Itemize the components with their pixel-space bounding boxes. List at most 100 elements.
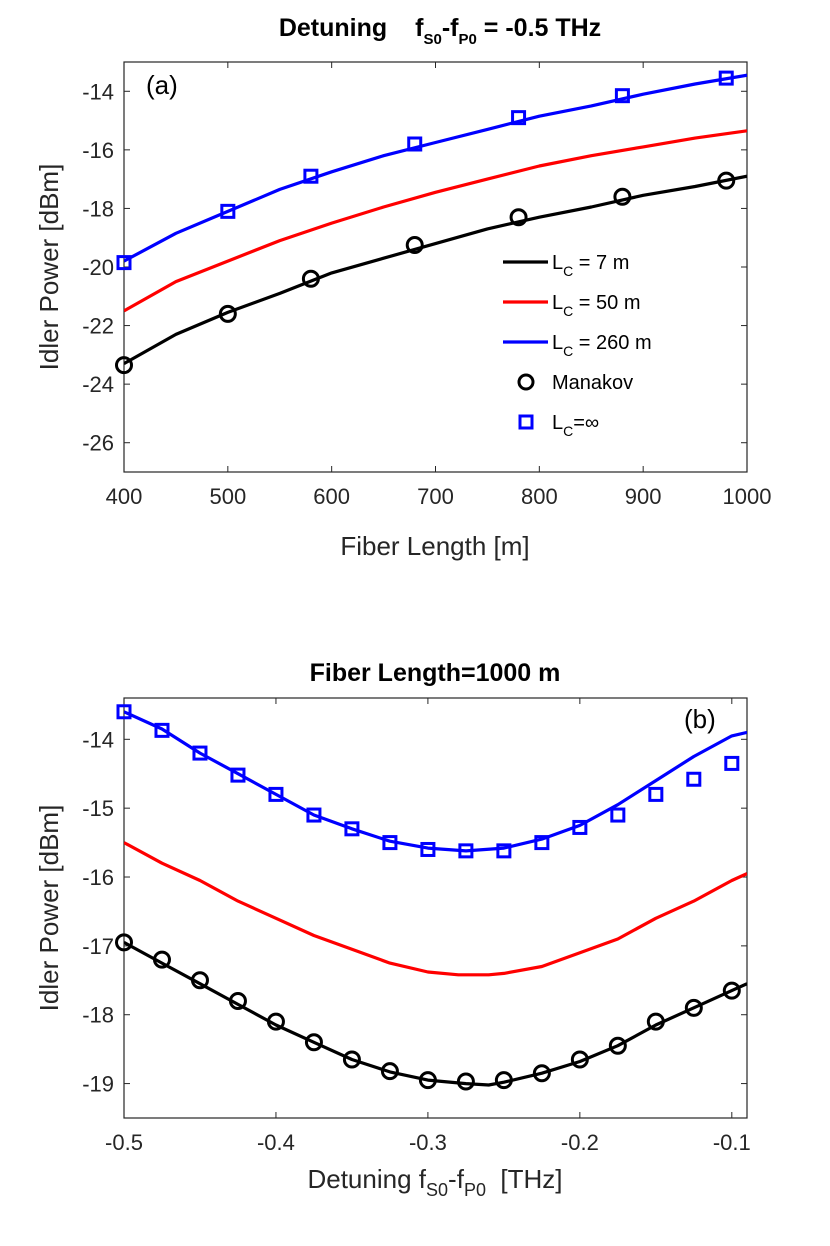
marker-circle-manakov — [301, 269, 320, 288]
legend-label-inf: LC=∞ — [552, 412, 599, 439]
marker-square-inf — [192, 745, 208, 761]
marker-square-inf — [610, 807, 626, 823]
series-line-50-m — [124, 129, 747, 313]
marker-square-inf — [458, 843, 474, 859]
x-tick-label: 900 — [625, 484, 662, 509]
panel-b-title: Fiber Length=1000 m — [310, 659, 561, 687]
panel-a-title: Detuning fS0-fP0 = -0.5 THz — [279, 14, 601, 48]
panel-b: Fiber Length=1000 m -0.5 -0.4 -0.3 -0.2 -0.1… — [34, 659, 751, 1200]
y-tick-label: -18 — [82, 196, 114, 221]
marker-circle-manakov — [152, 950, 171, 969]
y-tick-label: -15 — [82, 796, 114, 821]
marker-circle-manakov — [342, 1050, 361, 1069]
series-line-7-m — [124, 174, 747, 365]
panel-b-series — [115, 704, 747, 1091]
marker-square-inf — [718, 70, 734, 86]
marker-square-inf — [382, 835, 398, 851]
x-tick-label: -0.5 — [105, 1130, 143, 1155]
y-tick-label: -16 — [82, 138, 114, 163]
marker-circle-manakov — [405, 236, 424, 255]
legend-label-50-m: LC = 50 m — [552, 292, 641, 319]
legend-label-260-m: LC = 260 m — [552, 332, 652, 359]
x-tick-label: 1000 — [723, 484, 772, 509]
marker-circle-manakov — [684, 998, 703, 1017]
x-tick-label: -0.2 — [561, 1130, 599, 1155]
panel-b-ticks: -0.5 -0.4 -0.3 -0.2 -0.1 -19 -18 -17 -16 -15 -14 — [82, 698, 751, 1155]
panel-a-series — [115, 70, 747, 375]
panel-a: Detuning fS0-fP0 = -0.5 THz 400 500 600 700 8… — [34, 14, 771, 561]
marker-circle-manakov — [380, 1062, 399, 1081]
panel-a-xlabel: Fiber Length [m] — [340, 531, 529, 561]
marker-circle-manakov — [304, 1033, 323, 1052]
marker-square-inf — [116, 255, 132, 271]
panel-b-label: (b) — [684, 704, 716, 734]
marker-square-inf — [230, 767, 246, 783]
marker-square-inf — [303, 168, 319, 184]
panel-b-axes-box — [123, 697, 748, 1119]
y-tick-label: -24 — [82, 372, 114, 397]
x-tick-label: 800 — [521, 484, 558, 509]
marker-circle-manakov — [190, 971, 209, 990]
marker-square-inf — [220, 203, 236, 219]
marker-circle-manakov — [266, 1012, 285, 1031]
y-tick-label: -22 — [82, 314, 114, 339]
legend-swatch-manakov — [517, 373, 535, 391]
x-tick-label: 600 — [313, 484, 350, 509]
marker-circle-manakov — [613, 187, 632, 206]
marker-square-inf — [686, 771, 702, 787]
panel-b-ylabel: Idler Power [dBm] — [34, 805, 64, 1012]
series-line-260-m — [124, 73, 747, 263]
marker-circle-manakov — [456, 1072, 475, 1091]
marker-circle-manakov — [418, 1071, 437, 1090]
marker-square-inf — [496, 843, 512, 859]
x-tick-label: 500 — [209, 484, 246, 509]
series-line-7-m — [124, 940, 747, 1087]
legend-label-7-m: LC = 7 m — [552, 252, 629, 279]
x-tick-label: 400 — [106, 484, 143, 509]
x-tick-label: -0.3 — [409, 1130, 447, 1155]
marker-circle-manakov — [532, 1064, 551, 1083]
legend-label-manakov: Manakov — [552, 372, 633, 394]
marker-square-inf — [154, 722, 170, 738]
marker-square-inf — [511, 110, 527, 126]
marker-circle-manakov — [494, 1071, 513, 1090]
marker-circle-manakov — [570, 1050, 589, 1069]
marker-circle-manakov — [228, 991, 247, 1010]
y-tick-label: -14 — [82, 727, 114, 752]
y-tick-label: -19 — [82, 1072, 114, 1097]
marker-square-inf — [648, 786, 664, 802]
marker-circle-manakov — [646, 1012, 665, 1031]
marker-circle-manakov — [115, 933, 133, 952]
legend-swatch-inf — [518, 414, 534, 430]
marker-circle-manakov — [722, 981, 741, 1000]
panel-a-label: (a) — [146, 70, 178, 100]
y-tick-label: -26 — [82, 431, 114, 456]
y-tick-label: -20 — [82, 255, 114, 280]
marker-square-inf — [572, 819, 588, 835]
marker-circle-manakov — [115, 356, 133, 375]
marker-circle-manakov — [218, 304, 237, 323]
marker-square-inf — [116, 704, 132, 720]
y-tick-label: -18 — [82, 1003, 114, 1028]
x-tick-label: 700 — [417, 484, 454, 509]
series-line-50-m — [124, 841, 747, 977]
marker-square-inf — [724, 755, 740, 771]
y-tick-label: -16 — [82, 865, 114, 890]
marker-square-inf — [614, 88, 630, 104]
marker-square-inf — [534, 835, 550, 851]
y-tick-label: -14 — [82, 79, 114, 104]
marker-square-inf — [306, 807, 322, 823]
x-tick-label: -0.4 — [257, 1130, 295, 1155]
marker-square-inf — [420, 841, 436, 857]
x-tick-label: -0.1 — [713, 1130, 751, 1155]
panel-a-ticks: 400 500 600 700 800 900 1000 -26 -24 -22 -20 -18 -16… — [82, 62, 771, 509]
panel-a-ylabel: Idler Power [dBm] — [34, 164, 64, 371]
marker-square-inf — [268, 786, 284, 802]
panel-b-xlabel: Detuning fS0-fP0 [THz] — [307, 1164, 562, 1200]
marker-circle-manakov — [608, 1036, 627, 1055]
panel-a-legend: LC = 7 m LC = 50 m LC = 260 m Manakov LC=∞ — [503, 252, 652, 439]
marker-circle-manakov — [509, 208, 528, 227]
y-tick-label: -17 — [82, 934, 114, 959]
marker-square-inf — [407, 136, 423, 152]
